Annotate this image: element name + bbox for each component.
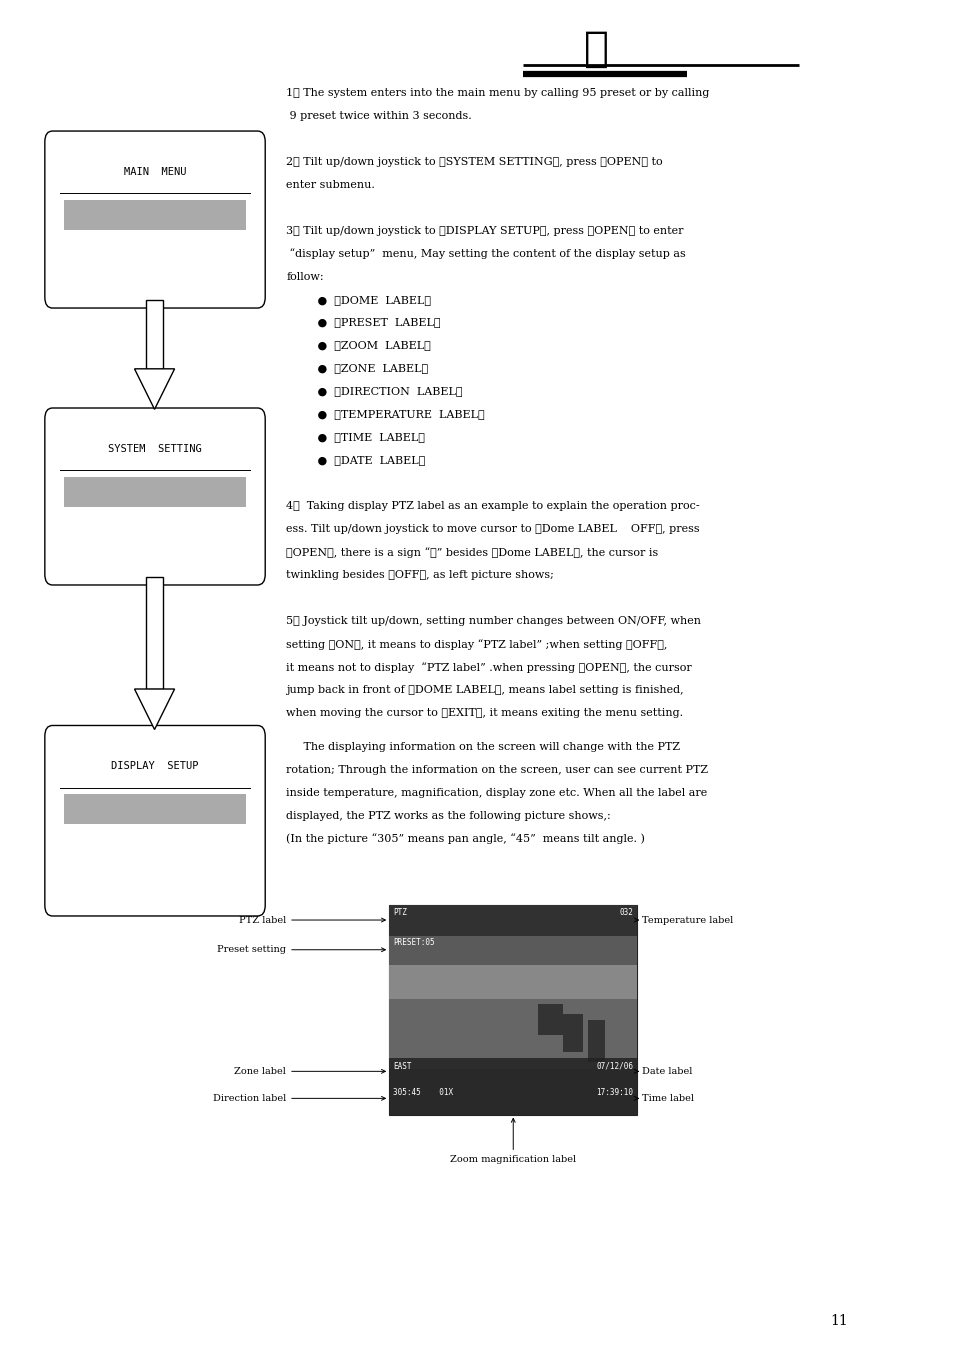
Text: 11: 11 [830, 1315, 847, 1328]
Text: Date label: Date label [634, 1067, 692, 1075]
Bar [587, 1020, 604, 1062]
Text: rotation; Through the information on the screen, user can see current PTZ: rotation; Through the information on the… [286, 765, 707, 774]
Text: 032: 032 [618, 908, 633, 917]
Text: PTZ: PTZ [393, 908, 407, 917]
Text: ౠ: ౠ [583, 27, 608, 70]
Bar [146, 577, 163, 689]
Text: Time label: Time label [634, 1094, 694, 1102]
Text: when moving the cursor to 【EXIT】, it means exiting the menu setting.: when moving the cursor to 【EXIT】, it mea… [286, 708, 682, 717]
Bar [537, 1004, 562, 1035]
Bar [389, 936, 637, 965]
Text: 5、 Joystick tilt up/down, setting number changes between ON/OFF, when: 5、 Joystick tilt up/down, setting number… [286, 616, 700, 626]
Text: Zone label: Zone label [234, 1067, 385, 1075]
Bar [389, 1058, 637, 1115]
Text: DISPLAY  SETUP: DISPLAY SETUP [112, 761, 198, 771]
Text: Preset setting: Preset setting [217, 946, 385, 954]
Text: Direction label: Direction label [213, 1094, 385, 1102]
Text: PTZ label: PTZ label [238, 916, 385, 924]
Text: 305:45    01X: 305:45 01X [393, 1088, 453, 1097]
Text: 3、 Tilt up/down joystick to 【DISPLAY SETUP】, press 【OPEN】 to enter: 3、 Tilt up/down joystick to 【DISPLAY SET… [286, 226, 683, 235]
Text: twinkling besides 【OFF】, as left picture shows;: twinkling besides 【OFF】, as left picture… [286, 570, 554, 580]
Bar [146, 300, 163, 369]
Text: PRESET:05: PRESET:05 [393, 938, 435, 947]
Text: The displaying information on the screen will change with the PTZ: The displaying information on the screen… [286, 742, 679, 751]
Polygon shape [134, 369, 174, 409]
Text: MAIN  MENU: MAIN MENU [124, 166, 186, 177]
FancyBboxPatch shape [45, 131, 265, 308]
Text: ●  【ZOOM  LABEL】: ● 【ZOOM LABEL】 [286, 340, 431, 350]
Text: ess. Tilt up/down joystick to move cursor to 【Dome LABEL    OFF】, press: ess. Tilt up/down joystick to move curso… [286, 524, 700, 534]
Text: Temperature label: Temperature label [634, 916, 733, 924]
Text: 【OPEN】, there is a sign “⚙” besides 【Dome LABEL】, the cursor is: 【OPEN】, there is a sign “⚙” besides 【Dom… [286, 547, 658, 558]
Text: ●  【TEMPERATURE  LABEL】: ● 【TEMPERATURE LABEL】 [286, 409, 484, 419]
Text: 4、  Taking display PTZ label as an example to explain the operation proc-: 4、 Taking display PTZ label as an exampl… [286, 501, 700, 511]
Bar [389, 1000, 637, 1069]
Text: ●  【DATE  LABEL】: ● 【DATE LABEL】 [286, 455, 425, 465]
Text: ●  【DIRECTION  LABEL】: ● 【DIRECTION LABEL】 [286, 386, 462, 396]
Bar [64, 794, 246, 824]
Text: SYSTEM  SETTING: SYSTEM SETTING [108, 443, 202, 454]
Text: 07/12/06: 07/12/06 [596, 1062, 633, 1071]
Bar [389, 905, 637, 1000]
Text: jump back in front of 【DOME LABEL】, means label setting is finished,: jump back in front of 【DOME LABEL】, mean… [286, 685, 683, 694]
Text: 2、 Tilt up/down joystick to 【SYSTEM SETTING】, press 【OPEN】 to: 2、 Tilt up/down joystick to 【SYSTEM SETT… [286, 157, 662, 166]
Text: setting 【ON】, it means to display “PTZ label” ;when setting 【OFF】,: setting 【ON】, it means to display “PTZ l… [286, 639, 667, 650]
Text: it means not to display  “PTZ label” .when pressing 【OPEN】, the cursor: it means not to display “PTZ label” .whe… [286, 662, 691, 673]
Text: inside temperature, magnification, display zone etc. When all the label are: inside temperature, magnification, displ… [286, 788, 707, 797]
Text: ●  【DOME  LABEL】: ● 【DOME LABEL】 [286, 295, 431, 304]
Text: Zoom magnification label: Zoom magnification label [450, 1119, 576, 1165]
Text: enter submenu.: enter submenu. [286, 180, 375, 189]
Text: follow:: follow: [286, 272, 323, 281]
Text: ●  【TIME  LABEL】: ● 【TIME LABEL】 [286, 432, 425, 442]
Text: ●  【PRESET  LABEL】: ● 【PRESET LABEL】 [286, 317, 440, 327]
Text: 17:39:10: 17:39:10 [596, 1088, 633, 1097]
Text: 9 preset twice within 3 seconds.: 9 preset twice within 3 seconds. [286, 111, 472, 120]
Text: 1、 The system enters into the main menu by calling 95 preset or by calling: 1、 The system enters into the main menu … [286, 88, 709, 97]
FancyBboxPatch shape [45, 408, 265, 585]
FancyBboxPatch shape [45, 725, 265, 916]
Text: (In the picture “305” means pan angle, “45”  means tilt angle. ): (In the picture “305” means pan angle, “… [286, 834, 644, 844]
Text: “display setup”  menu, May setting the content of the display setup as: “display setup” menu, May setting the co… [286, 249, 685, 259]
Bar [389, 905, 637, 1115]
Text: displayed, the PTZ works as the following picture shows,:: displayed, the PTZ works as the followin… [286, 811, 610, 820]
Bar [562, 1015, 582, 1051]
Text: EAST: EAST [393, 1062, 411, 1071]
Bar [64, 477, 246, 507]
Polygon shape [134, 689, 174, 730]
Bar [64, 200, 246, 230]
Bar [389, 905, 637, 936]
Text: ●  【ZONE  LABEL】: ● 【ZONE LABEL】 [286, 363, 428, 373]
